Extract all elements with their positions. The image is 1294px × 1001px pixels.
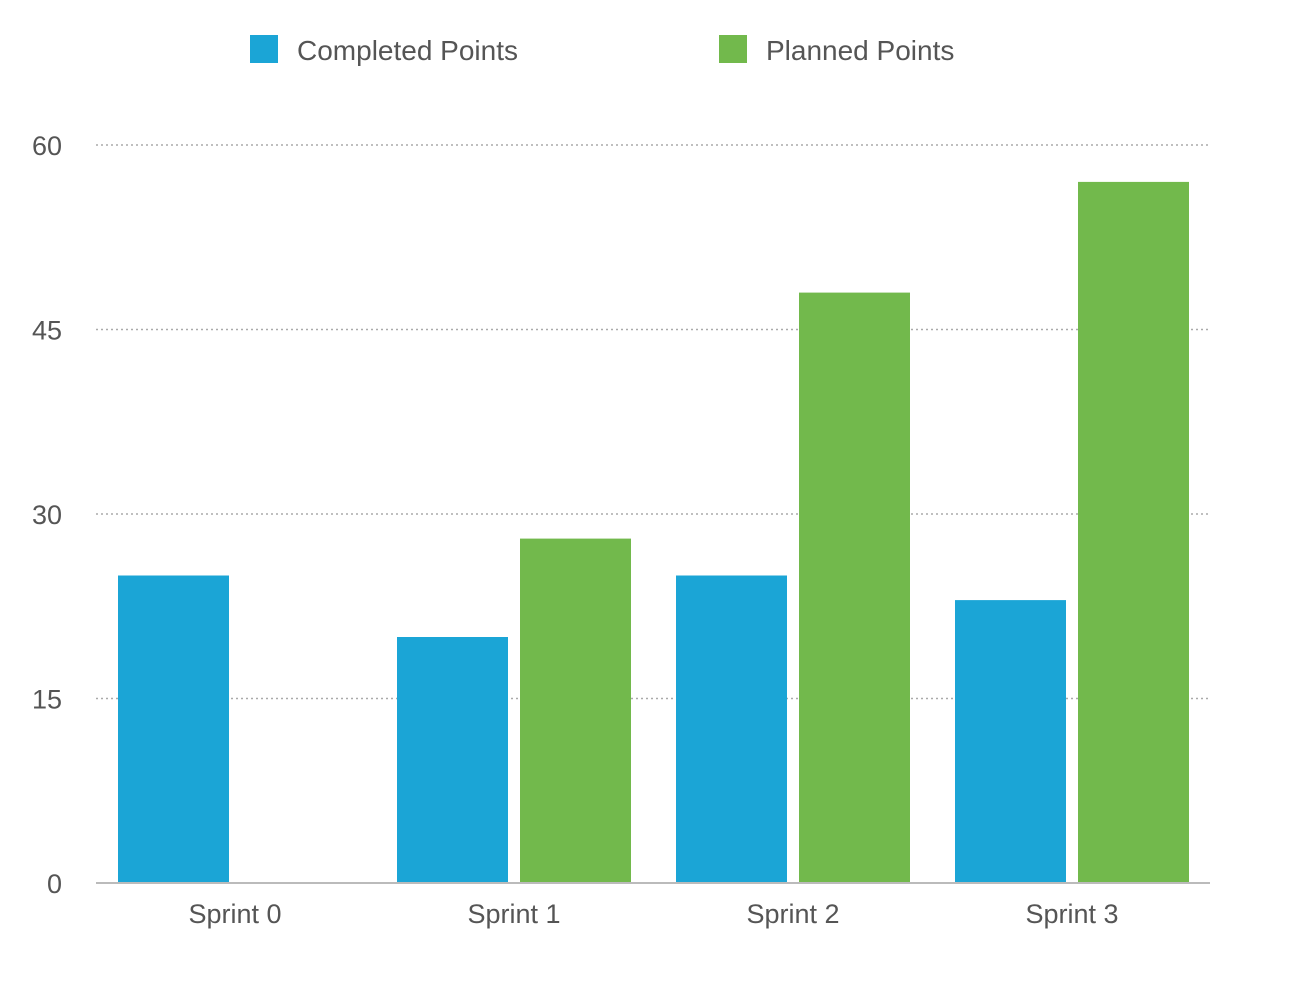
legend-label-planned: Planned Points bbox=[766, 35, 954, 66]
x-tick-label: Sprint 0 bbox=[188, 899, 281, 929]
y-tick-label: 30 bbox=[32, 500, 62, 530]
bar-completed-1 bbox=[397, 637, 508, 883]
legend-label-completed: Completed Points bbox=[297, 35, 518, 66]
x-tick-label: Sprint 2 bbox=[746, 899, 839, 929]
legend-swatch-completed bbox=[250, 35, 278, 63]
y-tick-label: 45 bbox=[32, 316, 62, 346]
gridlines bbox=[96, 144, 1210, 700]
bar-completed-3 bbox=[955, 600, 1066, 883]
bar-completed-2 bbox=[676, 575, 787, 883]
y-tick-label: 0 bbox=[47, 869, 62, 899]
x-tick-label: Sprint 1 bbox=[467, 899, 560, 929]
x-tick-label: Sprint 3 bbox=[1025, 899, 1118, 929]
y-tick-label: 15 bbox=[32, 685, 62, 715]
bar-completed-0 bbox=[118, 575, 229, 883]
bar-planned-1 bbox=[520, 538, 631, 883]
y-tick-label: 60 bbox=[32, 131, 62, 161]
legend-swatch-planned bbox=[719, 35, 747, 63]
x-axis: Sprint 0 Sprint 1 Sprint 2 Sprint 3 bbox=[188, 899, 1118, 929]
legend: Completed Points Planned Points bbox=[250, 35, 954, 66]
bar-planned-2 bbox=[799, 292, 910, 884]
bars bbox=[118, 181, 1189, 884]
y-axis: 0 15 30 45 60 bbox=[32, 131, 62, 899]
bar-planned-3 bbox=[1078, 181, 1189, 883]
